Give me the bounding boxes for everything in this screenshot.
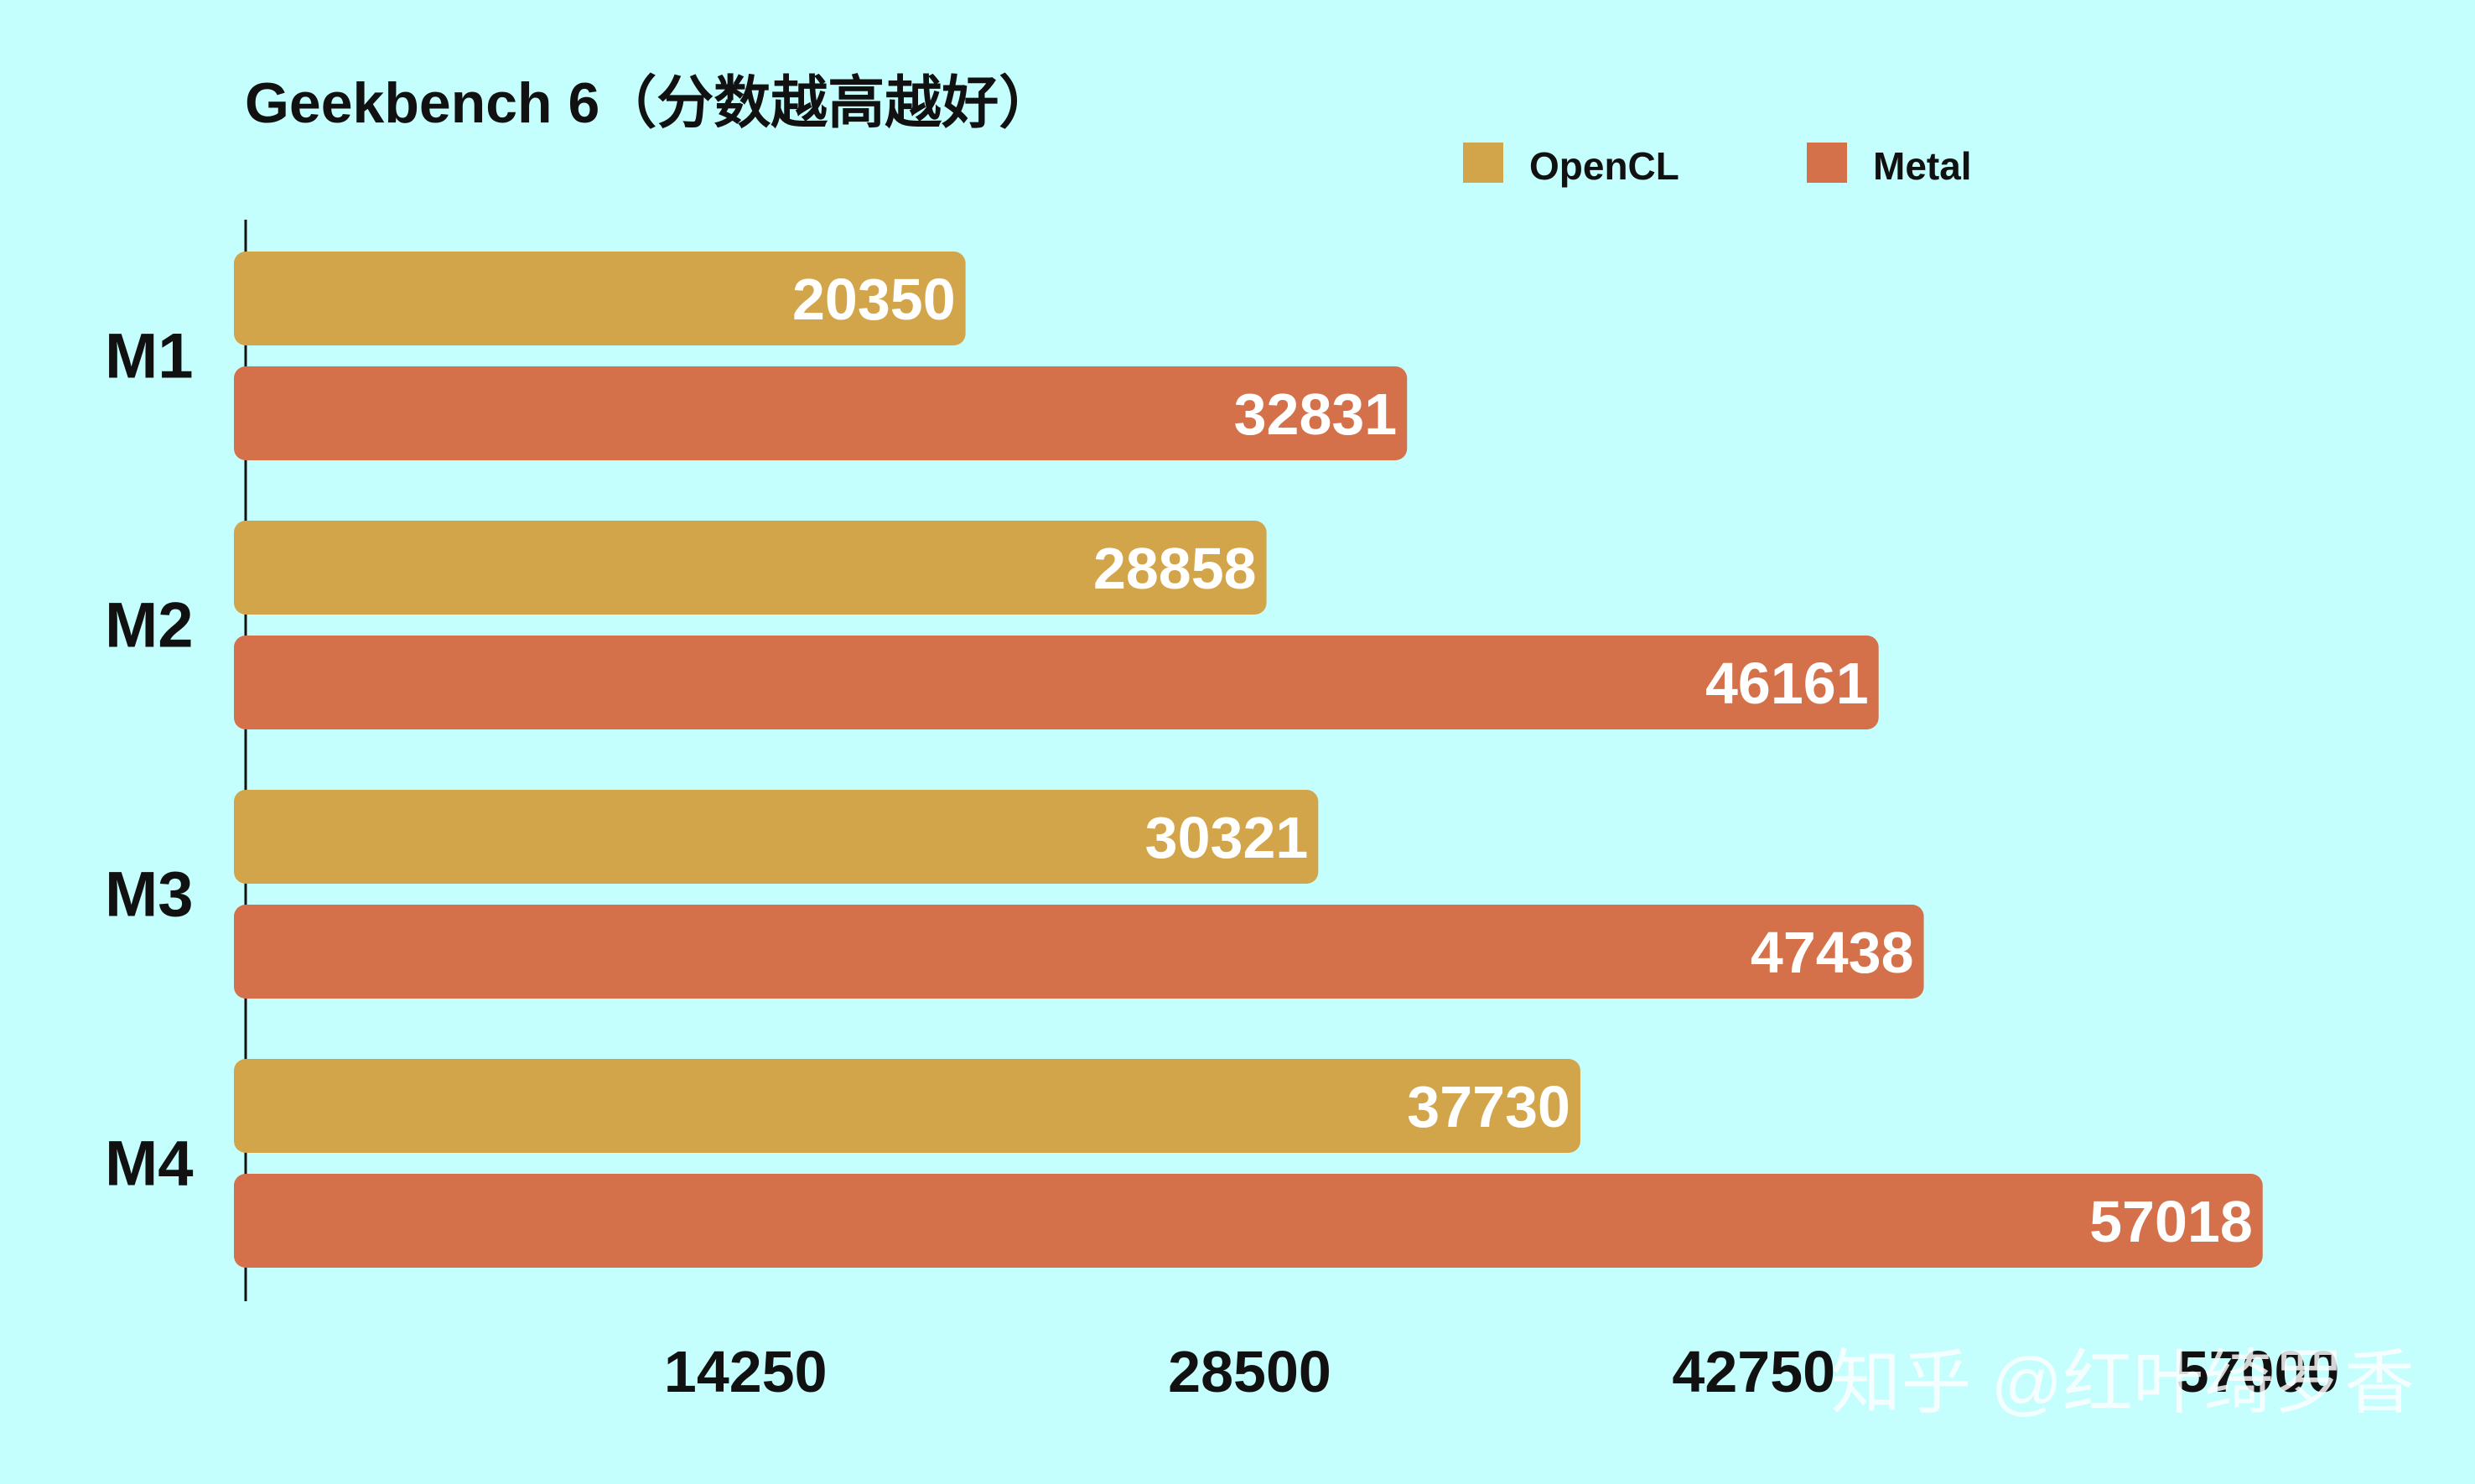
bar-m4-opencl xyxy=(234,1059,1580,1153)
bar-m3-opencl xyxy=(234,790,1319,884)
x-tick-42750: 42750 xyxy=(1672,1339,1835,1404)
chart-title: Geekbench 6（分数越高越好） xyxy=(245,71,1056,135)
category-label-m1: M1 xyxy=(105,321,194,392)
category-label-m3: M3 xyxy=(105,859,194,931)
legend-swatch-opencl xyxy=(1463,143,1503,183)
x-tick-28500: 28500 xyxy=(1168,1339,1331,1404)
bar-m4-metal xyxy=(234,1174,2263,1268)
value-label-m2-metal: 46161 xyxy=(1705,651,1869,716)
value-label-m1-metal: 32831 xyxy=(1234,381,1398,447)
x-tick-57000: 57000 xyxy=(2177,1339,2340,1404)
category-label-m2: M2 xyxy=(105,590,194,662)
value-label-m1-opencl: 20350 xyxy=(792,267,956,332)
category-labels: M1 M2 M3 M4 xyxy=(105,321,194,1200)
value-label-m4-opencl: 37730 xyxy=(1407,1074,1570,1139)
x-axis-ticks: 14250 28500 42750 57000 xyxy=(664,1339,2339,1404)
value-label-m2-opencl: 28858 xyxy=(1093,536,1257,601)
bar-m1-metal xyxy=(234,366,1408,460)
legend-label-opencl: OpenCL xyxy=(1529,144,1679,188)
bars: 20350 32831 28858 46161 30321 47438 37730 57018 xyxy=(234,252,2263,1268)
watermark: 知乎 @红叶绮罗香 xyxy=(1830,1343,2415,1422)
bar-m1-opencl xyxy=(234,252,966,345)
legend: OpenCL Metal xyxy=(1463,143,1972,188)
legend-label-metal: Metal xyxy=(1873,144,1972,188)
x-tick-14250: 14250 xyxy=(664,1339,828,1404)
bar-m2-metal xyxy=(234,636,1879,729)
value-label-m3-metal: 47438 xyxy=(1751,920,1914,985)
bar-m3-metal xyxy=(234,905,1924,999)
value-label-m3-opencl: 30321 xyxy=(1145,805,1309,870)
value-label-m4-metal: 57018 xyxy=(2089,1189,2253,1254)
legend-swatch-metal xyxy=(1807,143,1847,183)
category-label-m4: M4 xyxy=(105,1129,194,1200)
bar-m2-opencl xyxy=(234,521,1267,615)
